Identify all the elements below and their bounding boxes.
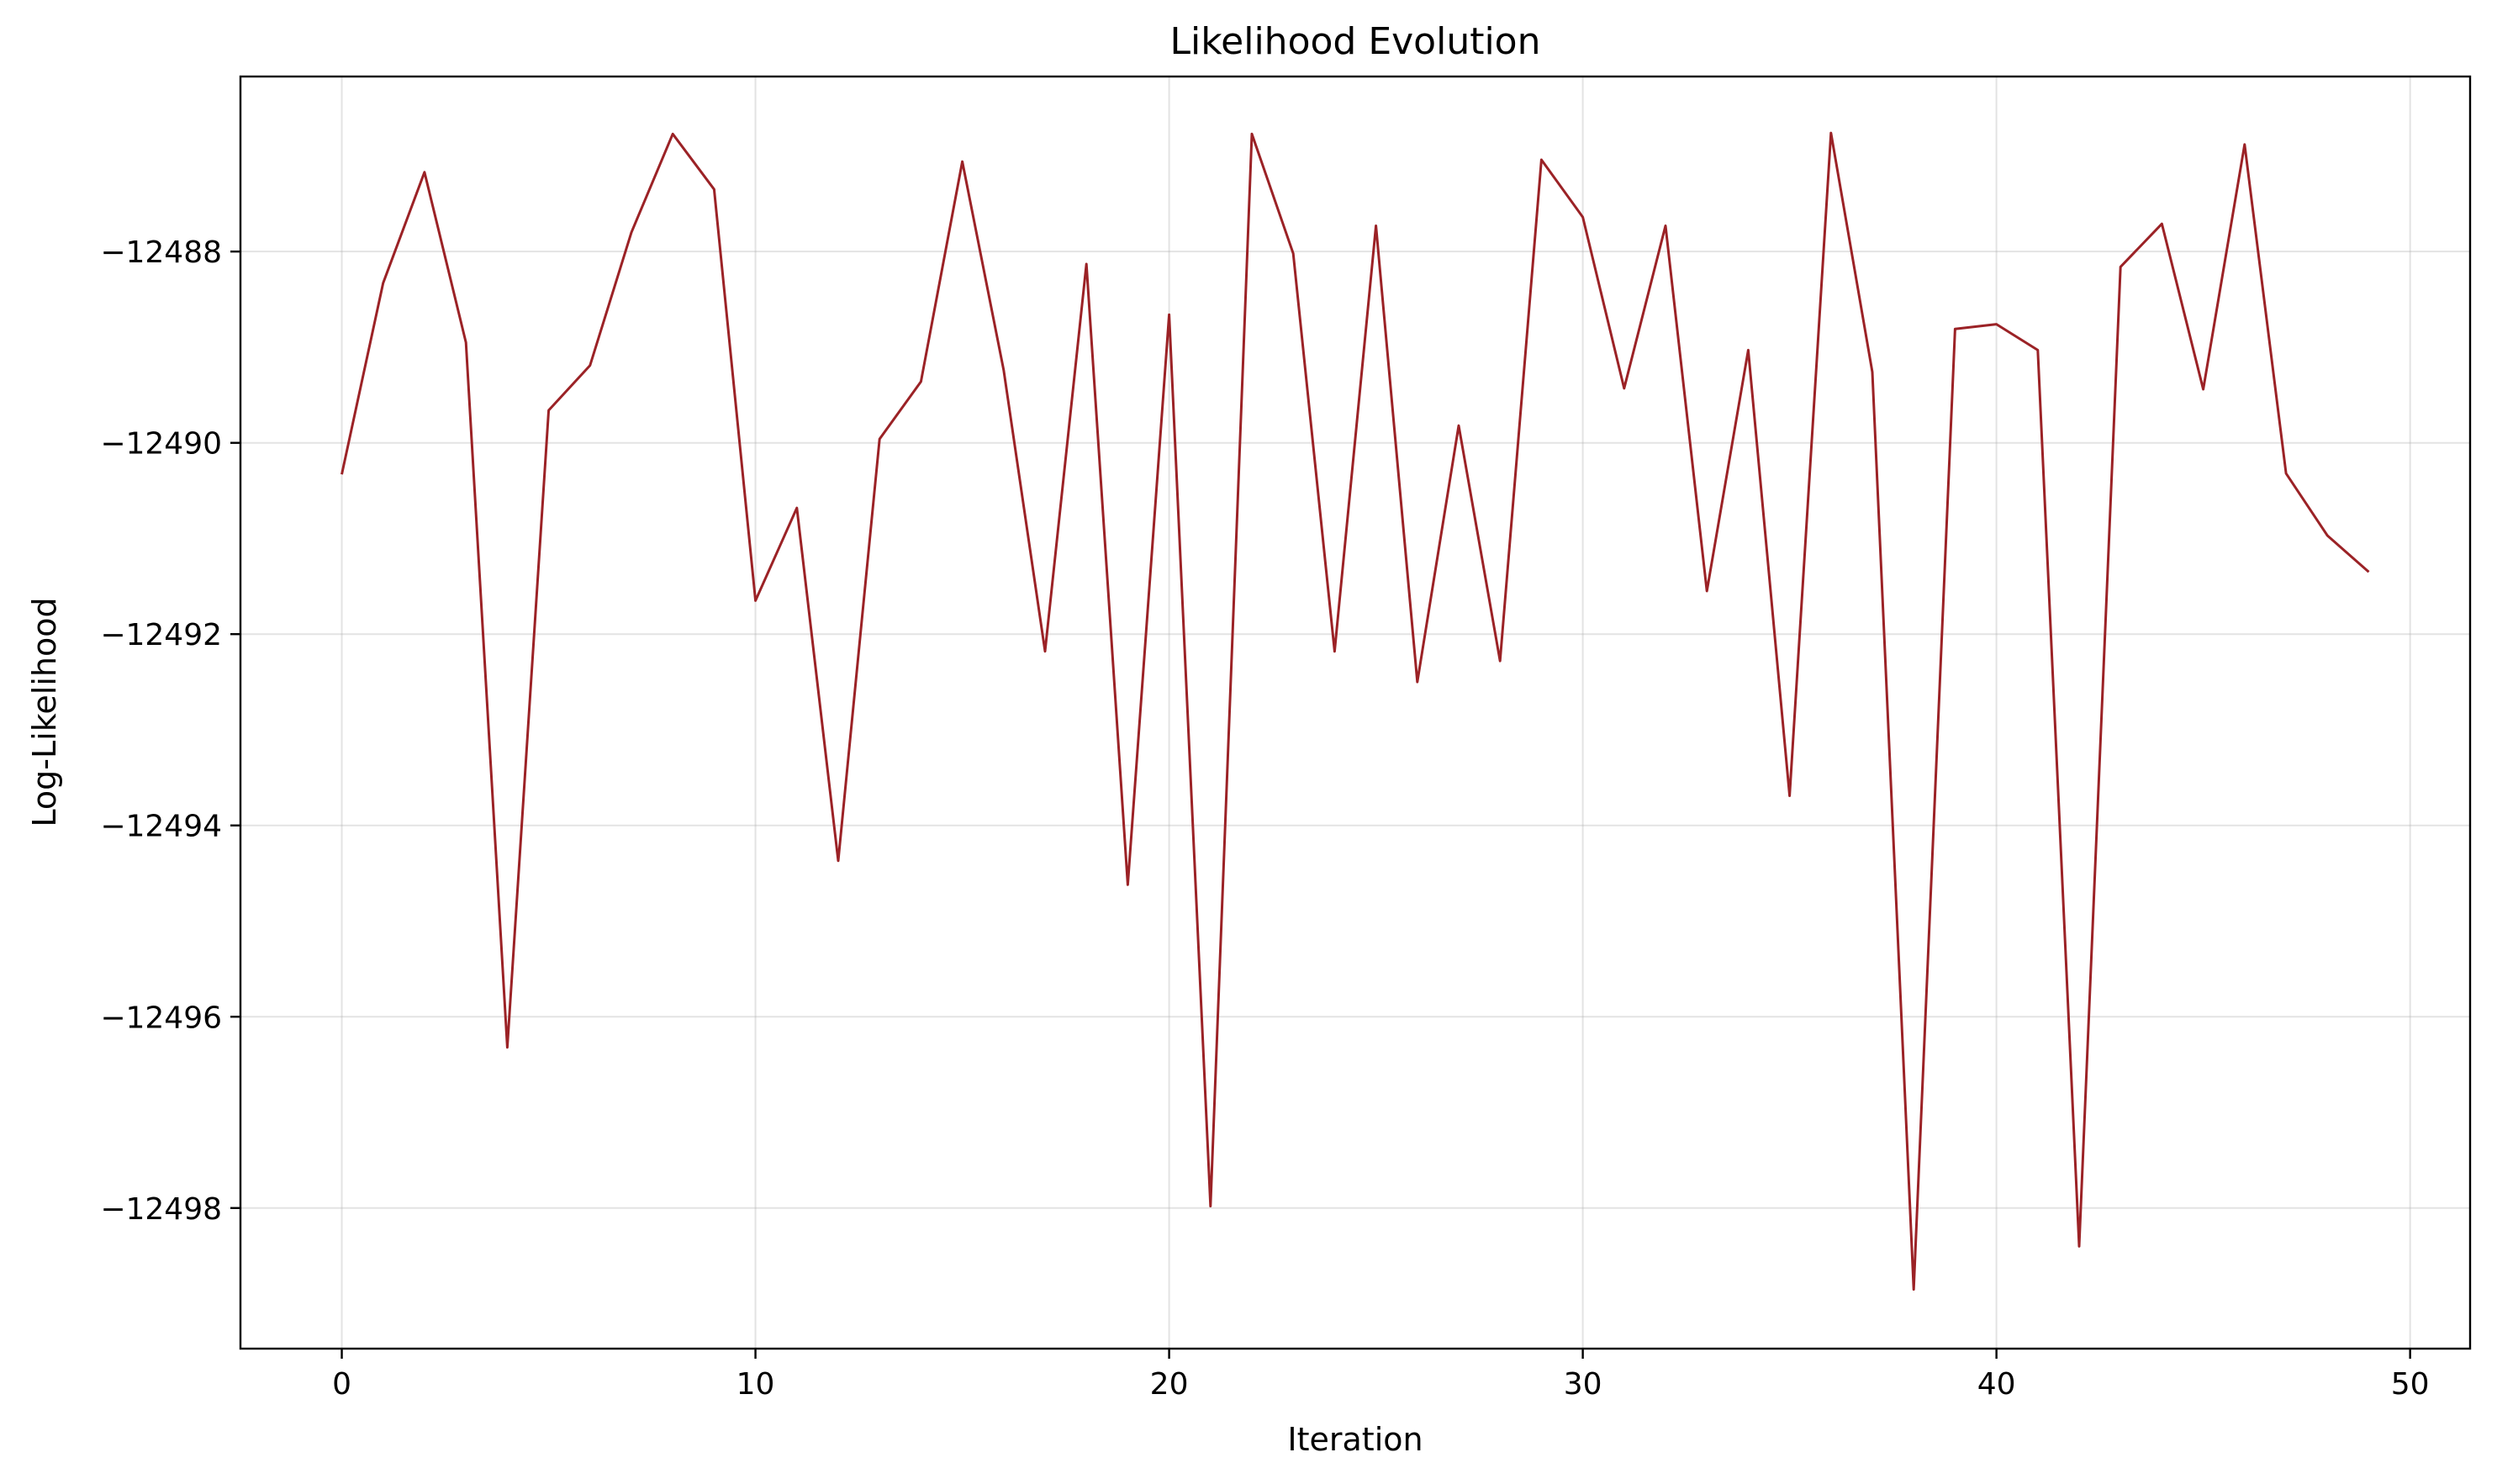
x-axis: 0 10 20 30 40 50 bbox=[332, 1349, 2430, 1402]
y-axis: −12488 −12490 −12492 −12494 −12496 −12498 bbox=[100, 235, 240, 1227]
x-tick-label: 20 bbox=[1150, 1367, 1189, 1402]
y-tick-label: −12494 bbox=[100, 810, 222, 844]
x-tick-label: 40 bbox=[1977, 1367, 2016, 1402]
y-tick-label: −12498 bbox=[100, 1192, 222, 1227]
y-axis-label: Log-Likelihood bbox=[26, 597, 63, 826]
y-tick-label: −12490 bbox=[100, 427, 222, 462]
x-tick-label: 30 bbox=[1564, 1367, 1602, 1402]
series-line bbox=[340, 131, 2370, 1291]
x-axis-label: Iteration bbox=[1287, 1421, 1423, 1458]
series-group bbox=[340, 131, 2370, 1291]
grid-lines bbox=[240, 77, 2470, 1349]
x-tick-label: 0 bbox=[332, 1367, 351, 1402]
chart-title: Likelihood Evolution bbox=[1170, 20, 1541, 63]
x-tick-label: 50 bbox=[2391, 1367, 2430, 1402]
x-tick-label: 10 bbox=[736, 1367, 775, 1402]
y-tick-label: −12492 bbox=[100, 618, 222, 652]
y-tick-label: −12496 bbox=[100, 1001, 222, 1035]
plot-frame bbox=[239, 75, 2472, 1350]
y-tick-label: −12488 bbox=[100, 235, 222, 270]
